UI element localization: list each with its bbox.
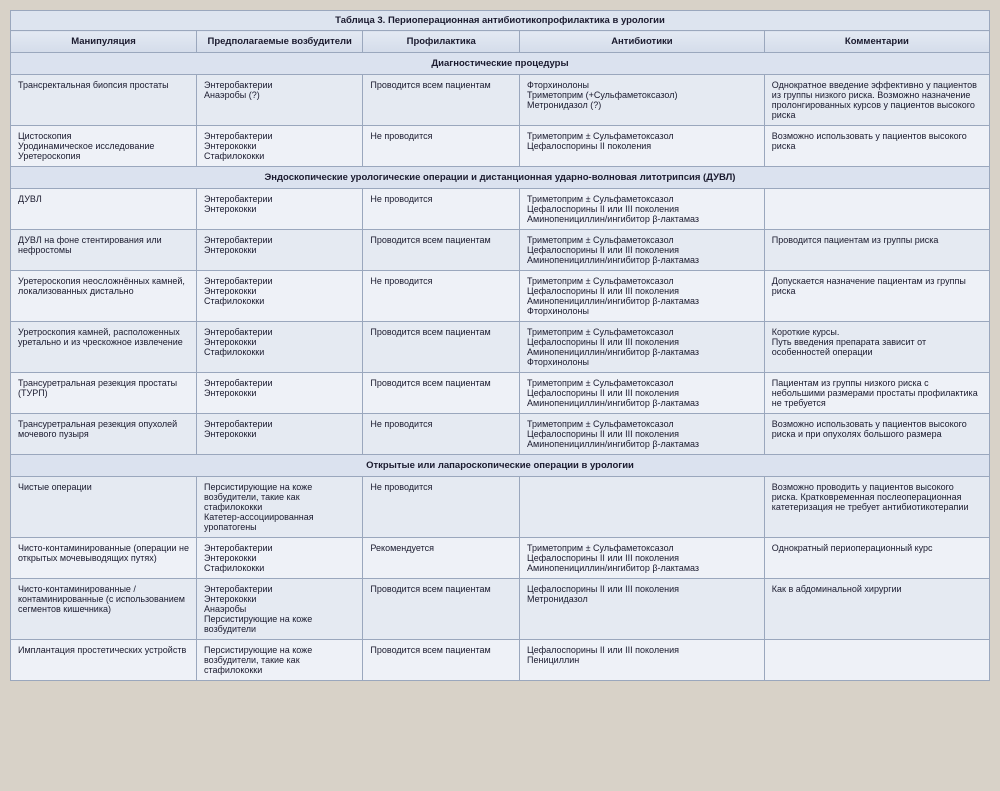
table-cell: Персистирующие на коже возбудители, таки… <box>197 477 363 538</box>
table-cell: Не проводится <box>363 126 520 167</box>
table-cell: ДУВЛ на фоне стентирования или нефростом… <box>11 230 197 271</box>
table-row: Уретроскопия камней, расположенных урета… <box>11 322 990 373</box>
table-row: ЦистоскопияУродинамическое исследованиеУ… <box>11 126 990 167</box>
table-cell: ФторхинолоныТриметоприм (+Сульфаметоксаз… <box>520 75 765 126</box>
table-cell: Не проводится <box>363 271 520 322</box>
table-cell: Возможно использовать у пациентов высоко… <box>764 126 989 167</box>
periop-prophylaxis-table: Таблица 3. Периоперационная антибиотикоп… <box>10 10 990 681</box>
table-cell: Не проводится <box>363 414 520 455</box>
table-cell <box>520 477 765 538</box>
table-title: Таблица 3. Периоперационная антибиотикоп… <box>10 10 990 30</box>
table-cell: Персистирующие на коже возбудители, таки… <box>197 640 363 681</box>
col-header: Профилактика <box>363 31 520 53</box>
table-cell: Чисто-контаминированные / контаминирован… <box>11 579 197 640</box>
table-cell: Возможно использовать у пациентов высоко… <box>764 414 989 455</box>
table-cell: Рекомендуется <box>363 538 520 579</box>
table-cell: Как в абдоминальной хирургии <box>764 579 989 640</box>
table-cell: Проводится всем пациентам <box>363 322 520 373</box>
table-cell: ЭнтеробактерииЭнтерококкиСтафилококки <box>197 271 363 322</box>
table-cell: Чисто-контаминированные (операции не отк… <box>11 538 197 579</box>
table-cell: Короткие курсы.Путь введения препарата з… <box>764 322 989 373</box>
table-cell: Триметоприм ± СульфаметоксазолЦефалоспор… <box>520 414 765 455</box>
table-cell: Проводится всем пациентам <box>363 373 520 414</box>
table-row: Трансуретральная резекция опухолей мочев… <box>11 414 990 455</box>
table-cell: Проводится пациентам из группы риска <box>764 230 989 271</box>
table-cell: Триметоприм ± СульфаметоксазолЦефалоспор… <box>520 126 765 167</box>
table-cell: ДУВЛ <box>11 189 197 230</box>
table-cell: Однократное введение эффективно у пациен… <box>764 75 989 126</box>
table-cell: Цефалоспорины II или III поколенияМетрон… <box>520 579 765 640</box>
col-header: Антибиотики <box>520 31 765 53</box>
table-cell: Триметоприм ± СульфаметоксазолЦефалоспор… <box>520 189 765 230</box>
table-cell: Возможно проводить у пациентов высокого … <box>764 477 989 538</box>
col-header: Манипуляция <box>11 31 197 53</box>
table-cell: ЭнтеробактерииЭнтерококки <box>197 373 363 414</box>
section-header: Открытые или лапароскопические операции … <box>11 455 990 477</box>
table-row: Имплантация простетических устройствПерс… <box>11 640 990 681</box>
table-row: Трансректальная биопсия простатыЭнтероба… <box>11 75 990 126</box>
col-header: Комментарии <box>764 31 989 53</box>
col-header: Предполагаемые возбудители <box>197 31 363 53</box>
table-cell: Триметоприм ± СульфаметоксазолЦефалоспор… <box>520 373 765 414</box>
table-row: Чисто-контаминированные (операции не отк… <box>11 538 990 579</box>
table-cell: Имплантация простетических устройств <box>11 640 197 681</box>
table-cell: ЭнтеробактерииЭнтерококкиАнаэробыПерсист… <box>197 579 363 640</box>
table-cell: Трансуретральная резекция опухолей мочев… <box>11 414 197 455</box>
table-cell: Проводится всем пациентам <box>363 640 520 681</box>
table-cell: Цефалоспорины II или III поколенияПеници… <box>520 640 765 681</box>
table-cell: ЭнтеробактерииАнаэробы (?) <box>197 75 363 126</box>
table-cell: Проводится всем пациентам <box>363 75 520 126</box>
table-cell: ЭнтеробактерииЭнтерококкиСтафилококки <box>197 322 363 373</box>
table-cell <box>764 640 989 681</box>
table-cell: ЭнтеробактерииЭнтерококки <box>197 189 363 230</box>
table-cell: Триметоприм ± СульфаметоксазолЦефалоспор… <box>520 538 765 579</box>
table-cell: Триметоприм ± СульфаметоксазолЦефалоспор… <box>520 271 765 322</box>
table-cell: Триметоприм ± СульфаметоксазолЦефалоспор… <box>520 230 765 271</box>
table-row: ДУВЛ на фоне стентирования или нефростом… <box>11 230 990 271</box>
table-cell: Триметоприм ± СульфаметоксазолЦефалоспор… <box>520 322 765 373</box>
table-cell: Допускается назначение пациентам из груп… <box>764 271 989 322</box>
table-cell: Уретроскопия камней, расположенных урета… <box>11 322 197 373</box>
table-cell: ЭнтеробактерииЭнтерококки <box>197 414 363 455</box>
table-cell: ЭнтеробактерииЭнтерококкиСтафилококки <box>197 538 363 579</box>
table-cell: Проводится всем пациентам <box>363 230 520 271</box>
table-cell <box>764 189 989 230</box>
table-cell: ЭнтеробактерииЭнтерококкиСтафилококки <box>197 126 363 167</box>
table-cell: Проводится всем пациентам <box>363 579 520 640</box>
table-cell: Не проводится <box>363 477 520 538</box>
section-header: Эндоскопические урологические операции и… <box>11 167 990 189</box>
table-row: Чисто-контаминированные / контаминирован… <box>11 579 990 640</box>
table-cell: Пациентам из группы низкого риска с небо… <box>764 373 989 414</box>
table-row: Уретероскопия неосложнённых камней, лока… <box>11 271 990 322</box>
table-row: Чистые операцииПерсистирующие на коже во… <box>11 477 990 538</box>
table-cell: Не проводится <box>363 189 520 230</box>
table-cell: ЭнтеробактерииЭнтерококки <box>197 230 363 271</box>
table-cell: Уретероскопия неосложнённых камней, лока… <box>11 271 197 322</box>
table-cell: Однократный периоперационный курс <box>764 538 989 579</box>
table-row: ДУВЛЭнтеробактерииЭнтерококкиНе проводит… <box>11 189 990 230</box>
table-cell: Трансректальная биопсия простаты <box>11 75 197 126</box>
header-row: Манипуляция Предполагаемые возбудители П… <box>11 31 990 53</box>
section-header: Диагностические процедуры <box>11 53 990 75</box>
table-cell: Чистые операции <box>11 477 197 538</box>
table-row: Трансуретральная резекция простаты (ТУРП… <box>11 373 990 414</box>
table-cell: Трансуретральная резекция простаты (ТУРП… <box>11 373 197 414</box>
table-cell: ЦистоскопияУродинамическое исследованиеУ… <box>11 126 197 167</box>
